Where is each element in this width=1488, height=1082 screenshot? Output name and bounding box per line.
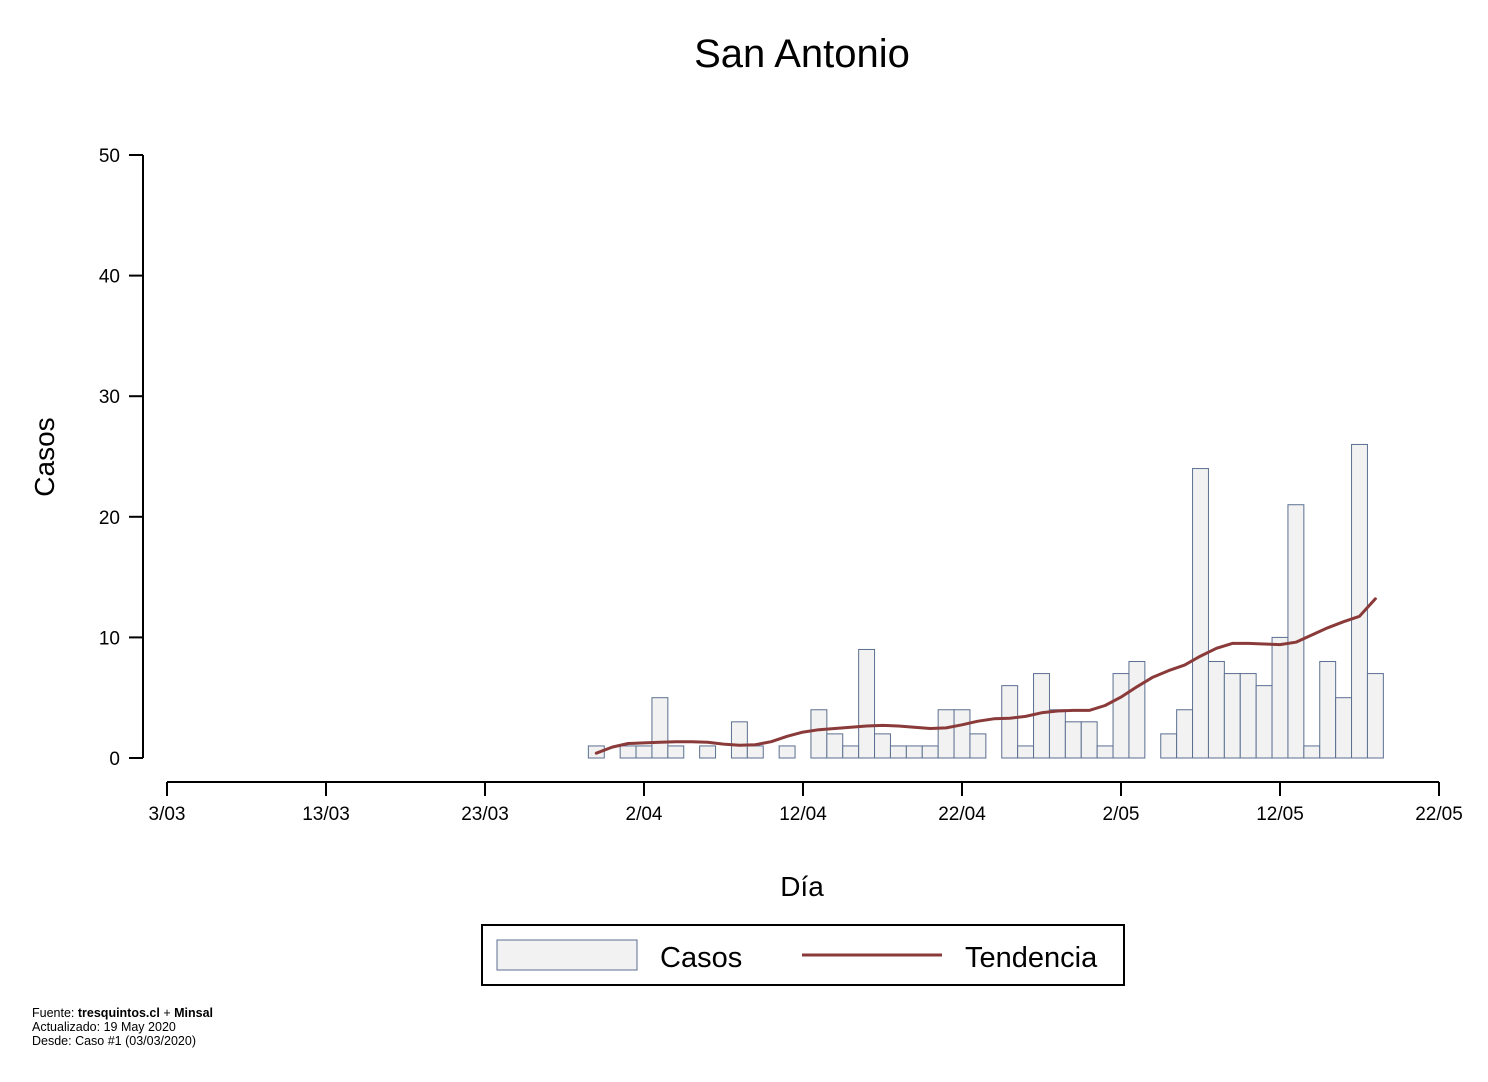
trend-series-tendencia (594, 597, 1377, 755)
chart-title: San Antonio (694, 32, 910, 76)
bar-2020-04-29 (1064, 721, 1082, 759)
bar-2020-04-03 (651, 697, 669, 759)
footer-source-org: Minsal (174, 1006, 213, 1020)
footer-updated: Actualizado: 19 May 2020 (32, 1020, 176, 1034)
bar-2020-05-08 (1207, 661, 1225, 759)
y-axis-label: Casos (29, 417, 60, 496)
legend-swatch-casos (496, 939, 638, 971)
bar-2020-05-05 (1160, 733, 1178, 759)
bar-2020-04-14 (826, 733, 844, 759)
legend: Casos Tendencia (481, 924, 1125, 986)
bar-2020-04-27 (1033, 673, 1050, 759)
bar-2020-04-21 (937, 709, 955, 759)
x-tick-label-0: 3/03 (149, 804, 186, 825)
x-axis: 3/03 13/03 23/03 2/04 12/04 22/04 2/05 12/05 22/… (149, 781, 1463, 825)
bar-2020-04-11 (778, 745, 796, 759)
bar-2020-05-03 (1128, 661, 1146, 759)
footer-since: Desde: Caso #1 (03/03/2020) (32, 1034, 196, 1048)
bar-2020-04-30 (1080, 721, 1098, 759)
x-tick-label-7: 12/05 (1256, 804, 1304, 825)
y-tick-label-50: 50 (99, 146, 120, 167)
legend-label-tendencia: Tendencia (965, 942, 1098, 974)
x-tick-label-5: 22/04 (938, 804, 986, 825)
y-axis: 0 10 20 30 40 50 (99, 146, 144, 770)
bar-2020-05-14 (1303, 745, 1321, 759)
footer-source-prefix: Fuente: (32, 1006, 78, 1020)
y-tick-label-20: 20 (99, 508, 120, 529)
trend-line (594, 597, 1377, 755)
bar-2020-04-04 (667, 745, 685, 759)
footer-source-sep: + (159, 1006, 175, 1020)
x-tick-label-4: 12/04 (779, 804, 827, 825)
bar-2020-05-13 (1287, 504, 1305, 759)
x-tick-label-1: 13/03 (302, 804, 350, 825)
bar-2020-05-10 (1239, 673, 1257, 759)
bar-2020-05-16 (1335, 697, 1353, 759)
bar-2020-05-12 (1271, 636, 1289, 759)
bar-2020-04-20 (921, 745, 939, 759)
y-tick-label-10: 10 (99, 628, 120, 649)
x-tick-label-8: 22/05 (1415, 804, 1463, 825)
bar-2020-04-19 (905, 745, 923, 759)
bar-2020-04-28 (1048, 709, 1066, 759)
bar-series-casos (587, 443, 1384, 759)
x-tick-label-3: 2/04 (626, 804, 663, 825)
footer-notes: Fuente: tresquintos.cl + Minsal Actualiz… (32, 1006, 213, 1048)
bar-2020-04-09 (746, 745, 764, 759)
bar-2020-04-22 (953, 709, 971, 759)
x-axis-label: Día (780, 871, 824, 902)
bar-2020-05-17 (1351, 443, 1368, 759)
bar-2020-04-25 (1001, 685, 1019, 759)
bar-2020-04-01 (619, 745, 637, 759)
footer-source: Fuente: tresquintos.cl + Minsal (32, 1006, 213, 1020)
x-tick-label-6: 2/05 (1103, 804, 1140, 825)
bar-2020-04-13 (810, 709, 828, 759)
bar-2020-04-08 (730, 721, 748, 759)
bar-2020-05-07 (1192, 468, 1209, 759)
bar-2020-05-11 (1255, 685, 1273, 759)
bar-2020-05-01 (1096, 745, 1114, 759)
legend-label-casos: Casos (660, 942, 742, 974)
bar-2020-05-06 (1176, 709, 1194, 759)
bar-2020-05-02 (1112, 673, 1130, 759)
y-tick-label-30: 30 (99, 387, 120, 408)
bar-2020-04-26 (1017, 745, 1035, 759)
bar-2020-04-23 (969, 733, 987, 759)
y-tick-label-0: 0 (109, 749, 120, 770)
bar-2020-04-18 (889, 745, 907, 759)
y-tick-label-40: 40 (99, 267, 120, 288)
bar-2020-05-09 (1223, 673, 1241, 759)
bar-2020-05-15 (1319, 661, 1337, 759)
bar-2020-04-06 (699, 745, 717, 759)
bar-2020-04-17 (874, 733, 891, 759)
bar-2020-05-18 (1366, 673, 1384, 759)
bar-2020-04-15 (842, 745, 860, 759)
bar-2020-04-16 (858, 648, 876, 759)
x-tick-label-2: 23/03 (461, 804, 509, 825)
bar-2020-04-02 (635, 745, 653, 759)
footer-source-site: tresquintos.cl (77, 1006, 160, 1020)
